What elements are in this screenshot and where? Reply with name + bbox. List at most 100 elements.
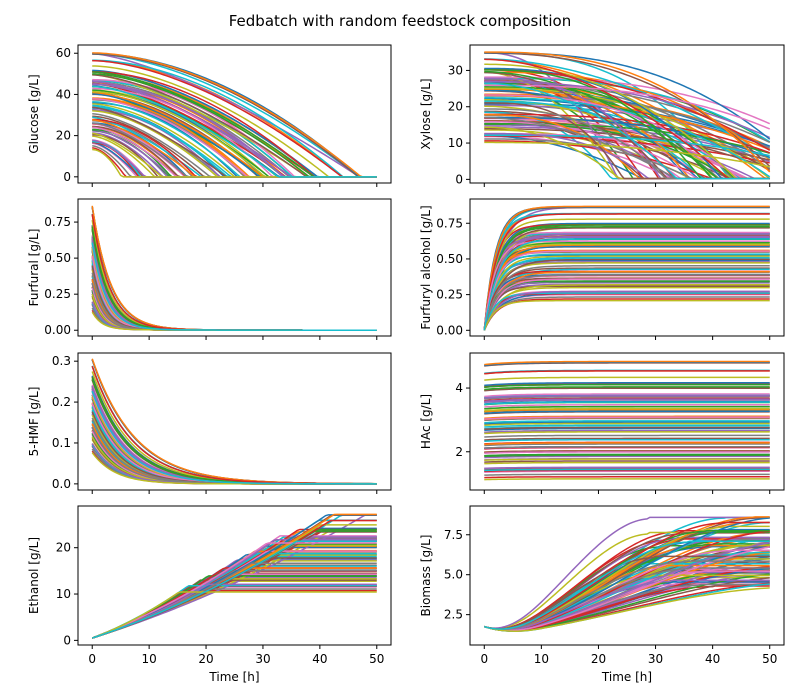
- series-line: [484, 424, 770, 428]
- subplot: 0 10 20 0 10 20 30 40 50 Ethanol [g/L] Time [h]: [27, 505, 392, 684]
- y-tick-label: 60: [56, 46, 71, 60]
- series-line: [483, 298, 770, 331]
- y-tick-label: 4: [455, 381, 463, 395]
- series-line: [484, 587, 770, 632]
- series-line: [484, 395, 770, 399]
- y-tick-label: 0: [455, 172, 463, 186]
- series-line: [483, 224, 770, 331]
- y-tick-label: 30: [448, 63, 463, 77]
- series-line: [483, 218, 770, 331]
- y-tick-label: 0.75: [44, 215, 71, 229]
- series-line: [483, 238, 770, 331]
- subplot: 2.5 5.0 7.5 0 10 20 30 40 50 Biomass [g/L] Time [h…: [419, 505, 785, 684]
- y-tick-label: 0.1: [52, 436, 71, 450]
- series-line: [92, 59, 377, 178]
- y-tick-label: 2.5: [444, 608, 463, 622]
- series-line: [484, 516, 770, 629]
- series-line: [484, 476, 770, 479]
- series-line: [484, 446, 770, 449]
- y-tick-label: 0: [63, 633, 71, 647]
- series-line: [92, 53, 377, 178]
- y-tick-label: 0.3: [52, 354, 71, 368]
- subplot: 0 20 40 60 Glucose [g/L]: [27, 44, 392, 187]
- series-line: [484, 453, 770, 457]
- y-axis-label: 5-HMF [g/L]: [27, 387, 41, 457]
- series-line: [483, 274, 770, 331]
- y-tick-label: 5.0: [444, 568, 463, 582]
- y-tick-label: 0.0: [52, 477, 71, 491]
- series-line: [484, 141, 770, 168]
- series-line: [483, 267, 770, 331]
- series-line: [483, 265, 770, 331]
- series-line: [483, 241, 770, 331]
- series-line: [484, 382, 770, 387]
- axes-frame: [469, 352, 785, 491]
- series-line: [484, 58, 771, 159]
- series-line: [484, 442, 770, 446]
- series-line: [483, 227, 770, 331]
- y-axis-label: Ethanol [g/L]: [27, 537, 41, 614]
- series-line: [483, 296, 770, 331]
- subplot: 0.0 0.1 0.2 0.3 5-HMF [g/L]: [27, 352, 392, 494]
- y-tick-label: 0.00: [44, 323, 71, 337]
- series-line: [484, 473, 770, 476]
- series-line: [484, 467, 770, 471]
- series-line: [484, 478, 770, 481]
- series-line: [484, 386, 770, 391]
- series-line: [484, 427, 770, 432]
- series-line: [484, 434, 770, 438]
- series-line: [484, 416, 770, 420]
- series-line: [483, 258, 770, 331]
- series-line: [483, 231, 770, 331]
- series-line: [484, 417, 770, 422]
- series-line: [484, 468, 770, 472]
- series-line: [484, 437, 770, 441]
- series-line: [91, 542, 377, 639]
- series-line: [484, 404, 770, 408]
- series-line: [483, 245, 770, 331]
- series-line: [483, 270, 770, 331]
- series-line: [483, 253, 770, 331]
- series-line: [484, 82, 770, 180]
- series-line: [484, 408, 770, 413]
- series-line: [483, 226, 770, 331]
- x-tick-label: 30: [648, 652, 663, 666]
- axes-frame: [77, 505, 392, 646]
- y-axis-label: Biomass [g/L]: [419, 535, 433, 617]
- series-line: [91, 242, 377, 331]
- series-line: [484, 376, 770, 381]
- x-tick-label: 20: [198, 652, 213, 666]
- x-tick-label: 10: [534, 652, 549, 666]
- series-line: [484, 405, 770, 410]
- series-line: [92, 52, 377, 178]
- x-tick-label: 50: [762, 652, 777, 666]
- series-line: [92, 52, 377, 178]
- y-tick-label: 0.00: [436, 323, 463, 337]
- axes-frame: [469, 505, 785, 646]
- series-line: [483, 271, 770, 331]
- series-group: [484, 516, 770, 632]
- series-line: [483, 244, 770, 331]
- subplot: 0 10 20 30 Xylose [g/L]: [419, 44, 785, 187]
- x-axis-label: Time [h]: [208, 670, 259, 684]
- series-line: [484, 455, 770, 459]
- series-line: [484, 396, 770, 400]
- y-tick-label: 10: [56, 587, 71, 601]
- series-line: [484, 429, 770, 434]
- series-line: [484, 431, 770, 435]
- x-axis-label: Time [h]: [601, 670, 652, 684]
- series-group: [483, 205, 770, 331]
- series-line: [484, 426, 770, 431]
- series-line: [484, 399, 770, 403]
- series-line: [484, 383, 770, 388]
- series-line: [484, 451, 770, 455]
- series-line: [484, 466, 770, 470]
- series-line: [483, 286, 770, 331]
- series-line: [483, 278, 770, 331]
- y-tick-label: 2: [455, 445, 463, 459]
- series-group: [484, 51, 771, 180]
- y-axis-label: HAc [g/L]: [419, 394, 433, 449]
- axes-frame: [469, 198, 785, 337]
- x-tick-label: 50: [369, 652, 384, 666]
